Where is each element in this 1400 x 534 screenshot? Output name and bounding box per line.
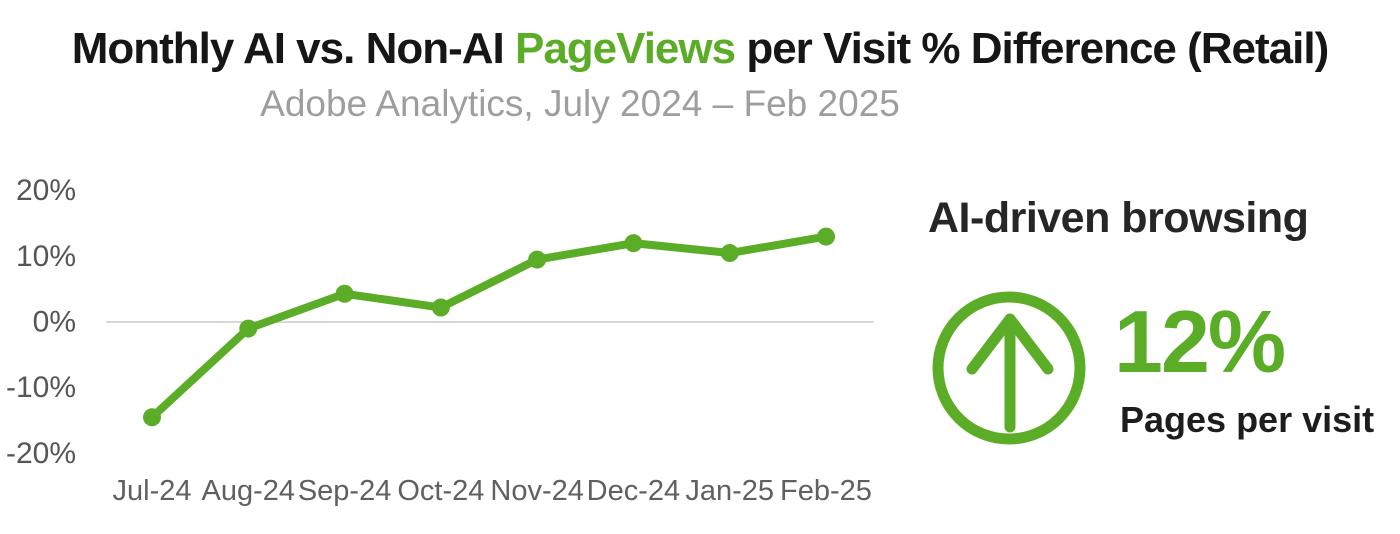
x-tick-label: Feb-25 [780,475,872,507]
data-point [431,298,450,317]
data-point [143,408,161,427]
callout-value: 12% [1114,292,1286,391]
data-point [817,227,835,246]
x-tick-label: Nov-24 [490,475,584,507]
data-point [335,284,354,303]
data-line [148,232,830,422]
chart-subtitle: Adobe Analytics, July 2024 – Feb 2025 [260,83,900,124]
arrow-up-circle-icon [932,291,1086,445]
chart-title-prefix: Monthly AI vs. Non-AI [71,24,515,73]
data-point [528,250,547,269]
callout-label: Pages per visit [1120,399,1375,440]
data-point [239,319,258,338]
x-tick-label: Aug-24 [202,475,296,507]
y-tick-label: -10% [6,371,76,404]
data-point [624,234,643,253]
chart-title: Monthly AI vs. Non-AI PageViews per Visi… [0,24,1400,74]
chart-title-highlight: PageViews [514,24,736,73]
y-tick-label: 10% [16,240,76,273]
y-tick-label: 0% [33,306,76,339]
x-tick-label: Sep-24 [298,475,392,507]
y-tick-label: -20% [6,437,76,470]
x-tick-label: Jul-24 [113,475,192,507]
line-chart: 20% 10% 0% -10% -20% Jul-24 Aug-24 Sep-24 Oct-24… [6,174,874,507]
callout-heading: AI-driven browsing [928,194,1309,242]
data-point [720,244,739,263]
icon-circle [932,291,1086,445]
y-tick-label: 20% [16,174,76,207]
x-tick-label: Oct-24 [397,475,484,507]
chart-title-suffix: per Visit % Difference (Retail) [735,24,1329,73]
x-tick-label: Dec-24 [587,475,681,507]
x-tick-label: Jan-25 [685,475,774,507]
icon-arrow-head [966,313,1054,375]
